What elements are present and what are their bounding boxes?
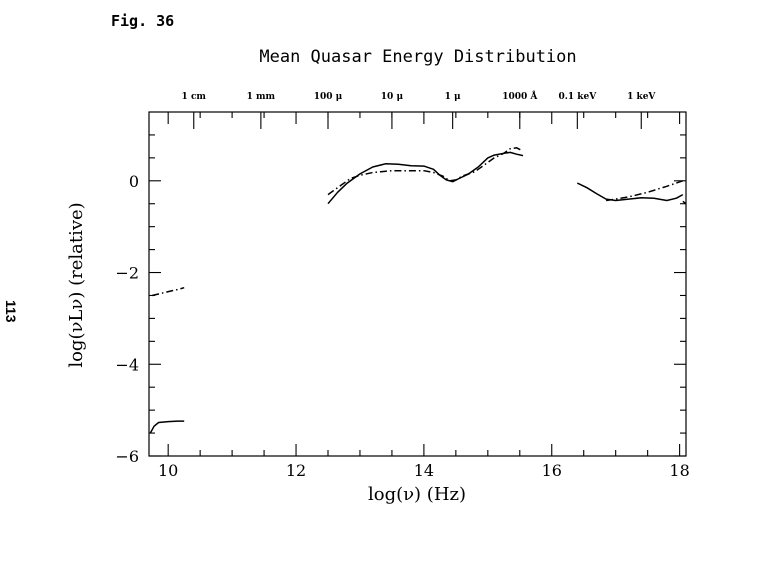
series-line-radio-loud — [152, 286, 185, 297]
x-tick-label: 16 — [542, 461, 562, 480]
axis-tick-labels: 10 12 14 16 18 0 −2 −4 −6 1 cm 1 mm 100 μ 10 μ 1 μ 100… — [115, 90, 689, 480]
top-axis-label: 1 μ — [445, 92, 461, 102]
axis-ticks — [149, 112, 686, 457]
series-line-radio-quiet — [682, 200, 687, 205]
top-axis-label: 10 μ — [381, 92, 404, 102]
x-tick-label: 10 — [158, 461, 178, 480]
top-axis-label: 1 cm — [182, 92, 207, 102]
x-tick-label: 14 — [414, 461, 434, 480]
page-number: 113 — [3, 300, 19, 323]
top-axis-label: 1 keV — [627, 92, 656, 102]
y-tick-label: −2 — [115, 264, 139, 283]
series-line-radio-quiet — [576, 182, 684, 202]
x-tick-label: 18 — [669, 461, 689, 480]
series-line-radio-quiet — [327, 151, 524, 205]
series-line-radio-quiet — [149, 420, 185, 434]
top-axis-label: 1000 Å — [502, 90, 538, 102]
y-tick-label: 0 — [129, 172, 139, 191]
series-line-radio-loud — [605, 180, 684, 202]
top-axis-label: 100 μ — [314, 92, 343, 102]
top-axis-label: 0.1 keV — [558, 92, 597, 102]
y-axis-label: log(νLν) (relative) — [66, 202, 87, 367]
chart-title: Mean Quasar Energy Distribution — [259, 47, 576, 67]
series-line-radio-loud — [327, 147, 524, 196]
series-layer — [149, 147, 687, 434]
y-tick-label: −4 — [115, 355, 139, 374]
x-axis-label: log(ν) (Hz) — [368, 484, 466, 505]
top-axis-label: 1 mm — [247, 92, 276, 102]
y-tick-label: −6 — [115, 447, 139, 466]
plot-frame — [148, 111, 687, 457]
figure-label: Fig. 36 — [111, 12, 174, 30]
x-tick-label: 12 — [286, 461, 306, 480]
